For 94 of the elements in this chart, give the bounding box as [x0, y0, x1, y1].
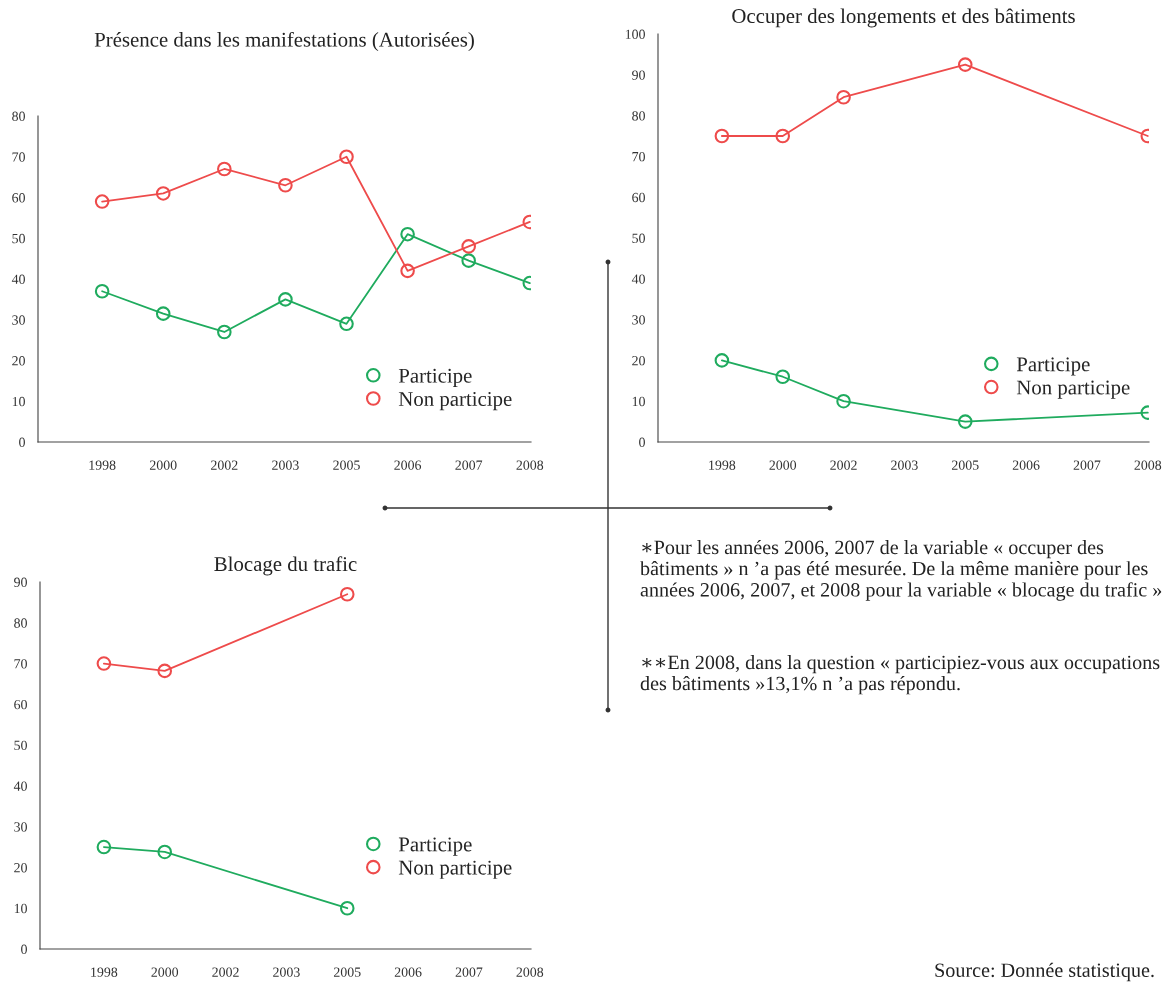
y-tick-label: 0: [19, 437, 25, 447]
x-tick-label: 2003: [891, 460, 918, 470]
point: [836, 89, 851, 105]
source-note: Source: Donnée statistique.: [935, 962, 1154, 982]
point: [155, 306, 171, 321]
point: [94, 283, 110, 299]
y-tick-label: 20: [14, 863, 27, 873]
point: [96, 839, 112, 855]
y-tick-label: 0: [21, 944, 27, 954]
x-tick-label: 1998: [89, 460, 116, 470]
x-tick-label: 2000: [149, 460, 177, 470]
point: [157, 844, 173, 860]
y-tick-label: 80: [12, 111, 25, 121]
point: [400, 263, 415, 279]
x-tick-label: 2000: [151, 967, 179, 977]
chart-title: Occuper des longements et des bâtiments: [732, 8, 1075, 28]
point: [157, 663, 173, 679]
y-tick-label: 10: [12, 396, 25, 407]
legend-label: Non participe: [1016, 380, 1130, 399]
point: [278, 177, 293, 193]
y-tick-label: 70: [14, 659, 27, 669]
chart-title: Blocage du trafic: [214, 556, 357, 576]
y-tick-label: 30: [632, 315, 645, 325]
y-tick-label: 10: [14, 903, 27, 914]
legend-label: Non participe: [398, 391, 512, 411]
point: [278, 292, 293, 307]
point: [957, 414, 973, 429]
legend-label: Participe: [398, 368, 472, 388]
x-tick-label: 2007: [455, 967, 483, 977]
legend-label: Non participe: [398, 860, 512, 879]
y-tick-label: 100: [625, 29, 645, 39]
x-tick-label: 2005: [951, 460, 979, 470]
y-tick-label: 0: [639, 437, 645, 447]
point: [461, 239, 476, 254]
y-tick-label: 80: [14, 618, 27, 628]
x-tick-label: 2000: [769, 460, 797, 470]
x-tick-label: 2007: [1073, 460, 1101, 470]
x-tick-label: 2006: [394, 460, 422, 470]
x-tick-label: 2002: [211, 460, 238, 470]
y-tick-label: 20: [632, 355, 645, 366]
point: [339, 586, 355, 602]
y-tick-label: 20: [12, 356, 25, 366]
y-tick-label: 30: [12, 315, 25, 325]
y-tick-label: 40: [11, 274, 25, 284]
x-tick-label: 2003: [273, 967, 300, 977]
y-tick-label: 60: [12, 193, 25, 203]
x-tick-label: 2005: [333, 967, 361, 977]
y-tick-label: 90: [14, 577, 27, 587]
point: [217, 161, 232, 177]
point: [339, 900, 355, 916]
x-tick-label: 2005: [333, 460, 360, 470]
x-tick-label: 2008: [516, 967, 544, 977]
x-tick-label: 2002: [212, 967, 239, 977]
legend-label: Participe: [1016, 357, 1090, 376]
text: ∗∗En 2008, dans la question « participiez-vous aux occupations des bâtiments »13,1% n ’a pas répondu.: [640, 655, 1160, 695]
y-tick-label: 40: [631, 274, 645, 284]
x-tick-label: 2003: [272, 460, 299, 470]
y-tick-label: 30: [14, 822, 27, 832]
point: [957, 57, 973, 72]
point: [714, 353, 730, 368]
y-tick-label: 50: [14, 740, 27, 751]
x-tick-label: 1998: [709, 460, 736, 470]
point: [714, 128, 730, 144]
y-tick-label: 90: [632, 70, 645, 80]
point: [461, 253, 476, 268]
point: [155, 186, 171, 201]
y-tick-label: 10: [632, 396, 645, 407]
point: [94, 194, 110, 209]
y-tick-label: 40: [13, 781, 27, 791]
point: [775, 128, 791, 144]
x-tick-label: 2002: [830, 460, 857, 470]
legend-label: Participe: [398, 837, 472, 856]
chart-title: Présence dans les manifestations (Autorisées): [94, 31, 474, 51]
point: [775, 369, 791, 385]
x-tick-label: 2006: [394, 967, 422, 977]
point: [96, 656, 112, 671]
x-tick-label: 2008: [1134, 460, 1162, 470]
point: [836, 393, 851, 409]
y-tick-label: 50: [12, 233, 25, 244]
point: [339, 149, 354, 165]
point: [339, 316, 354, 332]
point: [400, 226, 415, 242]
point: [217, 324, 232, 340]
y-tick-label: 70: [632, 151, 645, 162]
y-tick-label: 80: [632, 111, 645, 121]
x-tick-label: 2007: [455, 460, 483, 470]
y-tick-label: 50: [632, 233, 645, 243]
x-tick-label: 2006: [1012, 460, 1040, 470]
y-tick-label: 60: [14, 699, 27, 710]
y-tick-label: 70: [12, 152, 25, 162]
y-tick-label: 60: [632, 192, 645, 203]
x-tick-label: 1998: [91, 967, 118, 977]
x-tick-label: 2008: [516, 460, 544, 470]
text: ∗Pour les années 2006, 2007 de la variable « occuper des bâtiments » n ’a pas été mesurée. De la même manière pour les années 2006, 2007, et 2008 pour la variable « blocage du trafic »: [640, 540, 1162, 601]
